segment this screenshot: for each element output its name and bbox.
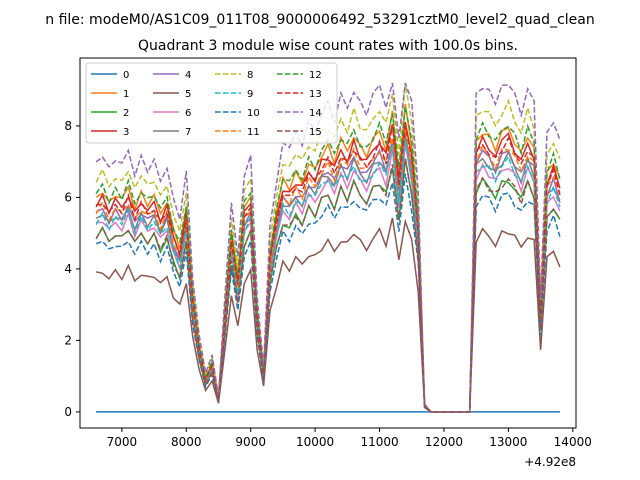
- series-line: [95, 106, 561, 413]
- legend-label: 5: [185, 89, 191, 100]
- x-tick-label: 10000: [296, 435, 334, 449]
- series-line: [95, 103, 561, 413]
- x-tick-label: 8000: [171, 435, 202, 449]
- legend-box: [85, 62, 338, 144]
- legend-label: 9: [247, 89, 253, 100]
- legend-label: 6: [185, 108, 191, 119]
- legend-label: 0: [123, 70, 129, 81]
- x-offset-label: +4.92e8: [524, 455, 576, 469]
- series-line: [95, 133, 561, 413]
- x-tick-label: 12000: [425, 435, 463, 449]
- figure-suptitle: n file: modeM0/AS1C09_011T08_9000006492_…: [45, 12, 594, 28]
- legend-label: 15: [309, 127, 322, 138]
- x-axis: 7000 8000 9000 10000 11000 12000 13000 14000: [107, 428, 592, 449]
- legend-label: 8: [247, 70, 253, 81]
- y-tick-label: 4: [64, 262, 72, 276]
- y-tick-label: 2: [64, 333, 72, 347]
- legend-label: 7: [185, 127, 191, 138]
- series-line: [95, 217, 561, 413]
- series-layer: [95, 82, 561, 413]
- x-tick-label: 7000: [107, 435, 138, 449]
- x-tick-label: 9000: [235, 435, 266, 449]
- plot-frame: [79, 57, 577, 429]
- series-line: [95, 158, 561, 413]
- legend-label: 4: [185, 70, 191, 81]
- series-line: [95, 121, 561, 413]
- legend-label: 12: [309, 70, 322, 81]
- x-tick-label: 11000: [360, 435, 398, 449]
- legend-label: 3: [123, 127, 129, 138]
- series-line: [96, 125, 561, 413]
- legend-label: 13: [309, 89, 322, 100]
- legend-label: 14: [309, 108, 322, 119]
- y-axis: 0 2 4 6 8: [64, 119, 80, 419]
- legend-label: 2: [123, 108, 129, 119]
- series-line: [95, 82, 561, 413]
- legend-label: 11: [247, 127, 260, 138]
- series-line: [95, 138, 561, 413]
- y-tick-label: 6: [64, 190, 72, 204]
- x-tick-label: 14000: [554, 435, 592, 449]
- chart-title: Quadrant 3 module wise count rates with …: [138, 38, 518, 54]
- legend-label: 1: [123, 89, 129, 100]
- y-tick-label: 8: [64, 119, 72, 133]
- series-line: [95, 173, 561, 413]
- x-tick-label: 13000: [489, 435, 527, 449]
- legend-label: 10: [247, 108, 260, 119]
- y-tick-label: 0: [64, 405, 72, 419]
